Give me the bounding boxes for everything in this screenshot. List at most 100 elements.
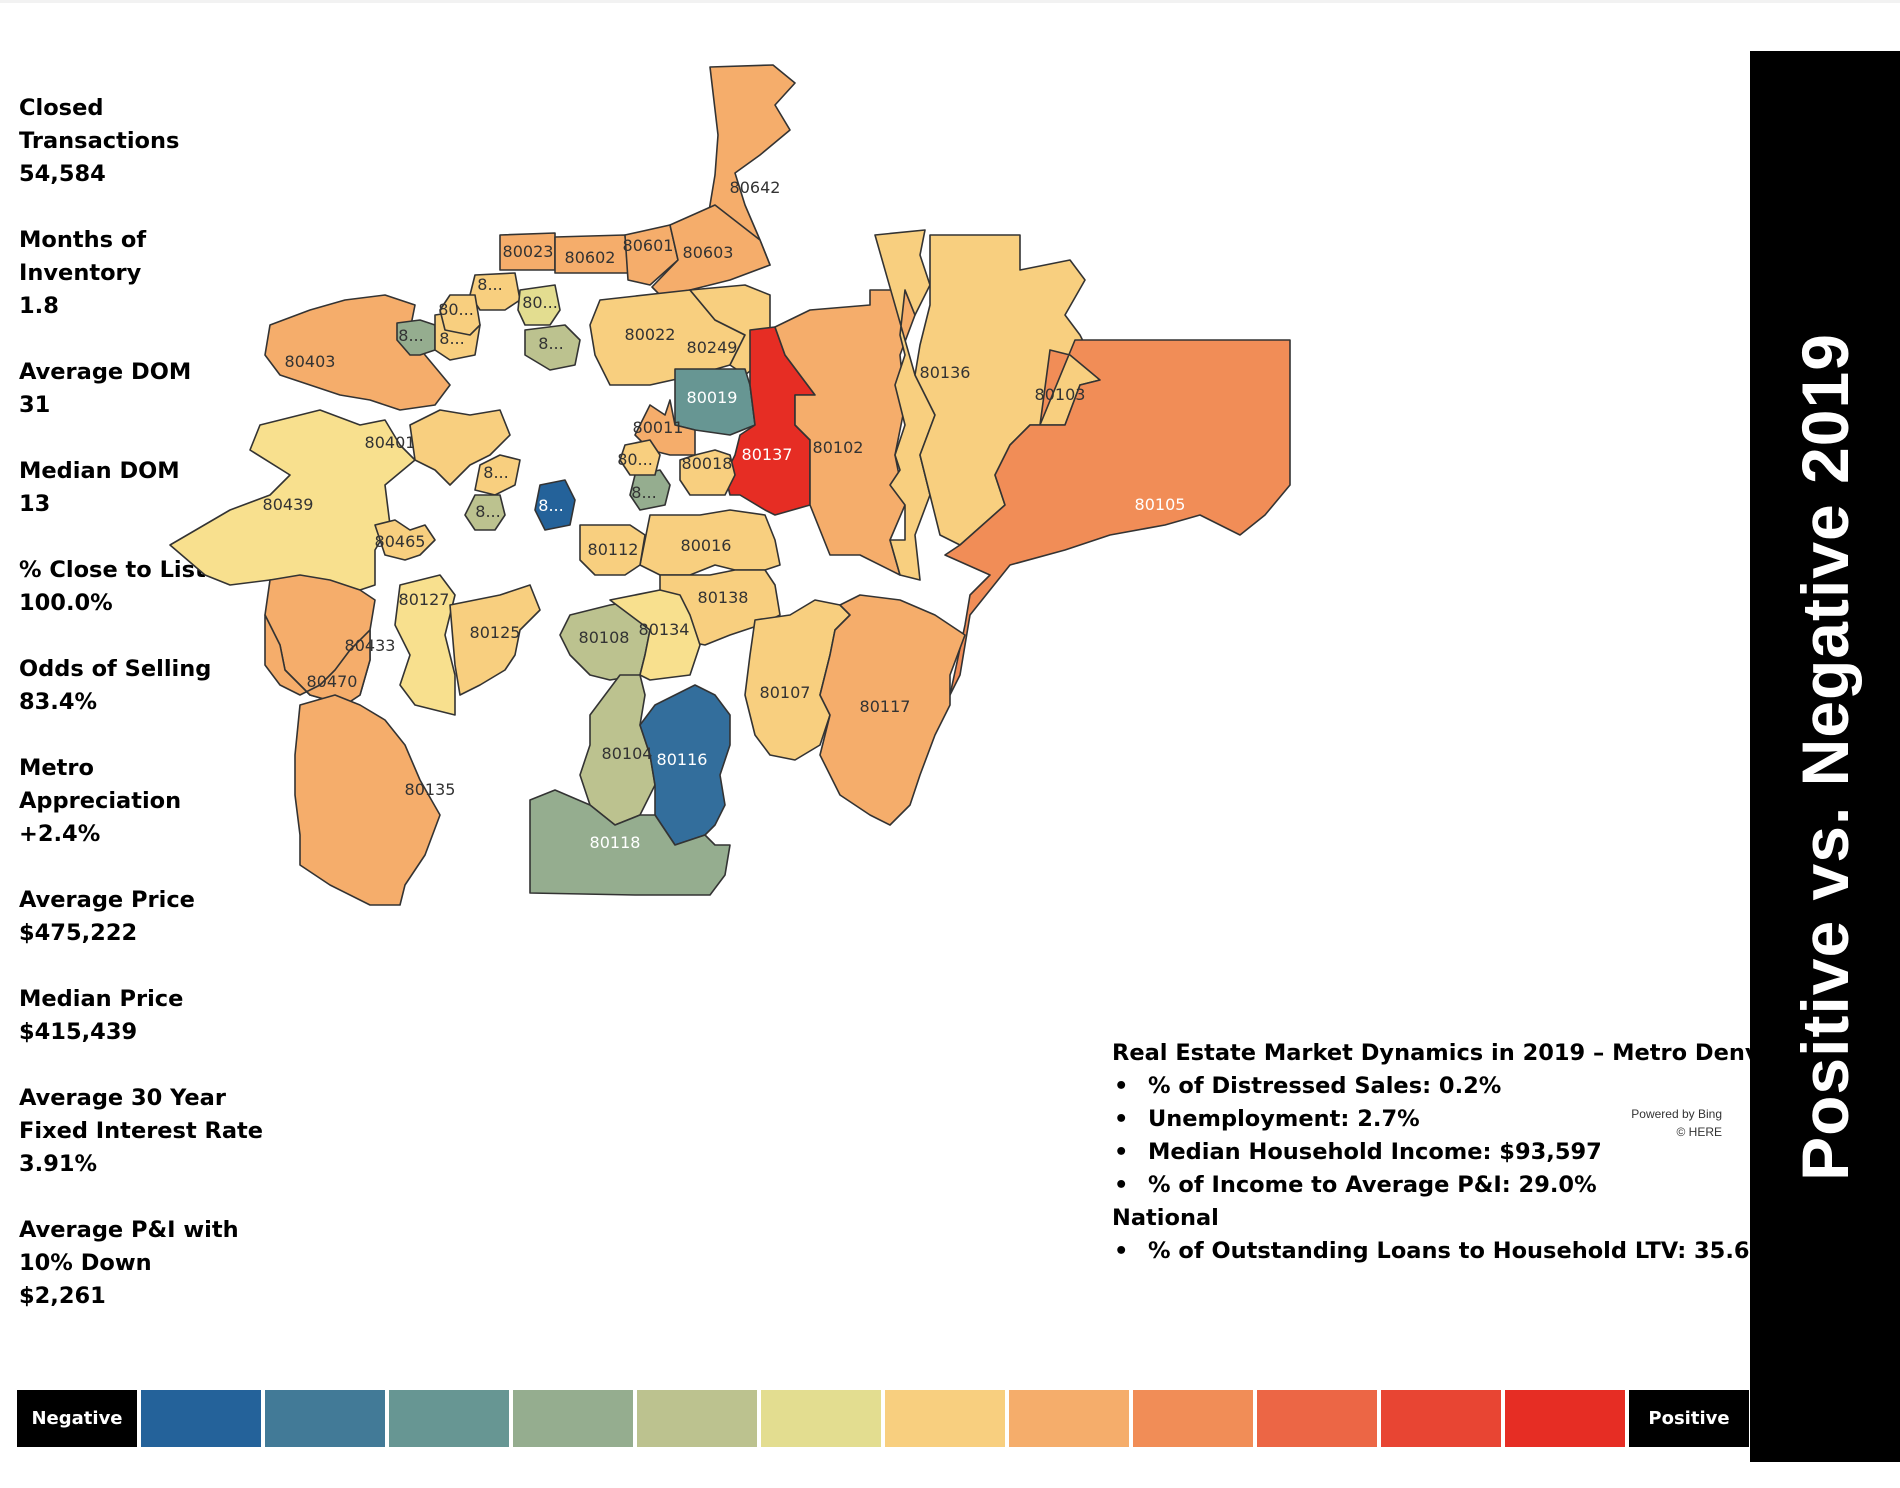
map-credit: Powered by Bing © HERE — [1560, 1105, 1722, 1141]
zip-label: 8... — [439, 329, 464, 348]
zip-label: 80127 — [399, 590, 450, 609]
zip-label: 80102 — [813, 438, 864, 457]
legend-swatch — [1133, 1390, 1253, 1447]
stat-metro-appreciation: Metro Appreciation +2.4% — [19, 752, 279, 851]
zip-label: 80642 — [730, 178, 781, 197]
stat-value: 100.0% — [19, 590, 113, 616]
stat-value: 31 — [19, 392, 51, 418]
stat-value: $415,439 — [19, 1019, 138, 1045]
zip-region — [639, 684, 731, 846]
stat-label: Metro — [19, 755, 94, 781]
stat-label: Average DOM — [19, 359, 192, 385]
zip-label: 8... — [477, 275, 502, 294]
stat-value: $475,222 — [19, 920, 138, 946]
zip-label: 80603 — [683, 243, 734, 262]
zip-label: 80135 — [405, 780, 456, 799]
legend-swatch — [637, 1390, 757, 1447]
zip-label: 80136 — [920, 363, 971, 382]
stat-value: 3.91% — [19, 1151, 98, 1177]
zip-label: 80470 — [307, 672, 358, 691]
stat-label: Average P&I with — [19, 1217, 239, 1243]
zip-label: 80433 — [345, 636, 396, 655]
zip-label: 80105 — [1135, 495, 1186, 514]
zip-region — [579, 524, 646, 576]
zip-region — [609, 589, 701, 681]
zip-label: 80137 — [742, 445, 793, 464]
zip-region — [624, 224, 679, 286]
zip-label: 80602 — [565, 248, 616, 267]
zip-label: 8... — [538, 334, 563, 353]
zip-label: 8... — [398, 326, 423, 345]
map-canvas: 80642 80023 80602 80601 80603 80403 80022 80249… — [169, 64, 1291, 906]
zip-label: 80125 — [470, 623, 521, 642]
dynamics-bullet: % of Distressed Sales: 0.2% — [1112, 1070, 1732, 1103]
national-label: National — [1112, 1205, 1219, 1231]
zip-label: 80104 — [602, 744, 653, 763]
zip-region — [394, 574, 456, 716]
stat-label: % Close to List — [19, 557, 206, 583]
stat-interest-rate: Average 30 Year Fixed Interest Rate 3.91… — [19, 1082, 279, 1181]
stat-label: Odds of Selling — [19, 656, 212, 682]
zip-label: 80016 — [681, 536, 732, 555]
market-dynamics: Real Estate Market Dynamics in 2019 – Me… — [1112, 1037, 1786, 1268]
stat-value: 13 — [19, 491, 51, 517]
zip-label: 80019 — [687, 388, 738, 407]
dynamics-title: Real Estate Market Dynamics in 2019 – Me… — [1112, 1040, 1786, 1066]
side-banner: Positive vs. Negative 2019 — [1750, 51, 1900, 1462]
dynamics-bullet: Unemployment: 2.7% — [1112, 1103, 1732, 1136]
zip-region — [679, 449, 736, 496]
zip-choropleth-map: 80642 80023 80602 80601 80603 80403 80022 80249… — [169, 55, 1590, 1115]
dynamics-bullet: % of Income to Average P&I: 29.0% — [1112, 1169, 1732, 1202]
stat-odds-of-selling: Odds of Selling 83.4% — [19, 653, 279, 719]
zip-region — [629, 469, 671, 511]
zip-region — [374, 519, 436, 561]
stat-average-dom: Average DOM 31 — [19, 356, 279, 422]
stat-value: 1.8 — [19, 293, 59, 319]
banner-title: Positive vs. Negative 2019 — [1788, 332, 1862, 1181]
zip-region — [944, 339, 1291, 696]
zip-label: 80... — [617, 450, 653, 469]
national-bullet: % of Outstanding Loans to Household LTV:… — [1112, 1235, 1772, 1268]
zip-label: 8... — [538, 496, 563, 515]
zip-region — [619, 439, 661, 476]
stat-closed-transactions: Closed Transactions 54,584 — [19, 92, 279, 191]
stat-median-price: Median Price $415,439 — [19, 983, 279, 1049]
zip-label: 80465 — [375, 532, 426, 551]
legend-swatch — [885, 1390, 1005, 1447]
legend-swatch — [1257, 1390, 1377, 1447]
zip-label: 80023 — [503, 242, 554, 261]
legend-swatch — [141, 1390, 261, 1447]
zip-region — [294, 694, 441, 906]
zip-region — [264, 614, 371, 706]
zip-label: 80249 — [687, 338, 738, 357]
stat-label: Average 30 Year — [19, 1085, 226, 1111]
zip-label: 80108 — [579, 628, 630, 647]
zip-label: 80439 — [263, 495, 314, 514]
stat-months-of-inventory: Months of Inventory 1.8 — [19, 224, 279, 323]
zip-label: 8... — [483, 463, 508, 482]
zip-label: 80103 — [1035, 385, 1086, 404]
zip-region — [529, 789, 731, 896]
zip-region — [409, 409, 511, 486]
stat-label: Appreciation — [19, 788, 182, 814]
zip-label: 80112 — [588, 540, 639, 559]
credit-here: © HERE — [1676, 1125, 1722, 1139]
zip-label: 80117 — [860, 697, 911, 716]
zip-label: 80107 — [760, 683, 811, 702]
zip-region — [464, 494, 506, 531]
zip-region — [474, 454, 521, 496]
zip-label: 8... — [475, 502, 500, 521]
zip-label: 80118 — [590, 833, 641, 852]
zip-label: 80138 — [698, 588, 749, 607]
top-rule — [0, 0, 1900, 3]
legend-swatch — [1505, 1390, 1625, 1447]
legend-positive-label: Positive — [1629, 1390, 1749, 1447]
zip-label: 80601 — [623, 236, 674, 255]
zip-region — [819, 594, 966, 826]
stat-label: Closed — [19, 95, 104, 121]
stat-label: Transactions — [19, 128, 180, 154]
stat-value: 54,584 — [19, 161, 106, 187]
stat-label: Months of — [19, 227, 147, 253]
zip-region — [534, 479, 576, 531]
legend-swatch — [1009, 1390, 1129, 1447]
